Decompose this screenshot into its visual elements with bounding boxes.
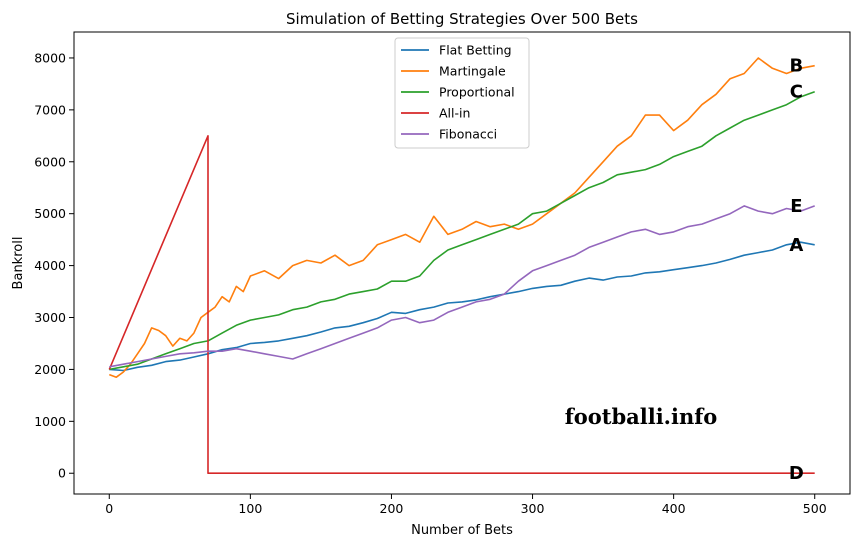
legend-entry-label: Fibonacci: [439, 127, 497, 142]
series-lines: [108, 57, 815, 475]
x-tick-label: 100: [238, 501, 262, 516]
series-end-label: E: [790, 196, 802, 217]
y-tick-label: 5000: [34, 206, 66, 221]
series-line-all-in: [108, 135, 815, 475]
y-tick-label: 4000: [34, 258, 66, 273]
series-line-fibonacci: [109, 205, 815, 368]
legend-box: [394, 37, 530, 149]
legend-entry-label: All-in: [439, 106, 470, 121]
y-tick-label: 3000: [34, 310, 66, 325]
plot-area-frame: [73, 31, 851, 495]
y-tick-label: 0: [58, 466, 66, 481]
series-end-label: B: [790, 56, 804, 77]
x-tick-label: 400: [662, 501, 686, 516]
series-line-flat-betting: [109, 241, 815, 372]
y-tick-label: 7000: [34, 102, 66, 117]
x-axis-ticks: 0 100 200 300 400 500: [105, 494, 827, 516]
y-axis-label: Bankroll: [11, 237, 26, 290]
legend-entry-label: Proportional: [439, 85, 515, 100]
series-end-label: A: [789, 235, 803, 256]
x-tick-label: 0: [105, 501, 113, 516]
y-tick-label: 8000: [34, 50, 66, 65]
chart-title: Simulation of Betting Strategies Over 50…: [286, 10, 638, 28]
series-line-martingale: [109, 57, 815, 379]
x-axis-label: Number of Bets: [411, 523, 513, 538]
y-tick-label: 2000: [34, 362, 66, 377]
x-tick-label: 200: [380, 501, 404, 516]
legend: Flat Betting Martingale Proportional All-in…: [394, 37, 530, 149]
series-end-label: C: [790, 82, 803, 103]
watermark-text: footballi.info: [565, 404, 718, 429]
x-tick-label: 500: [803, 501, 827, 516]
legend-entry-label: Martingale: [439, 64, 506, 79]
legend-entry-label: Flat Betting: [439, 43, 512, 58]
y-tick-label: 1000: [34, 414, 66, 429]
series-end-labels: A BC D E: [789, 56, 804, 484]
series-end-label: D: [789, 463, 804, 484]
y-axis-ticks: 0 1000 2000 3000 4000 5000 6000 7000 8000: [34, 50, 74, 481]
y-tick-label: 6000: [34, 154, 66, 169]
x-tick-label: 300: [521, 501, 545, 516]
series-line-proportional: [109, 90, 815, 371]
